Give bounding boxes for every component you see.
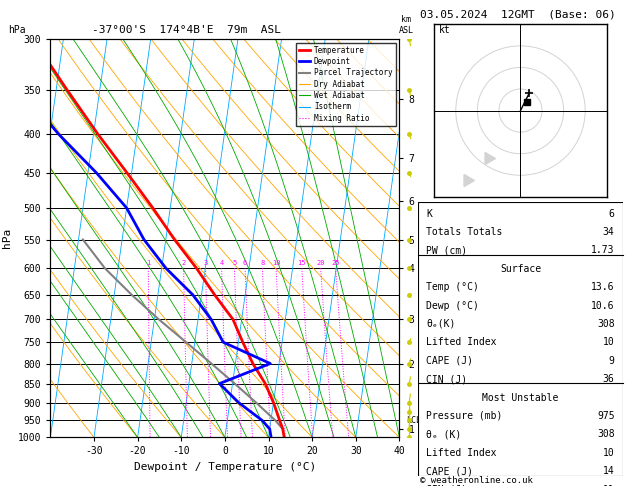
Text: 1: 1 <box>146 260 150 265</box>
Text: © weatheronline.co.uk: © weatheronline.co.uk <box>420 476 533 485</box>
Text: 03.05.2024  12GMT  (Base: 06): 03.05.2024 12GMT (Base: 06) <box>420 9 616 19</box>
Text: θₑ (K): θₑ (K) <box>426 429 462 439</box>
Text: Lifted Index: Lifted Index <box>426 337 497 347</box>
Text: hPa: hPa <box>8 25 26 35</box>
Text: CIN (J): CIN (J) <box>426 485 467 486</box>
Text: km
ASL: km ASL <box>399 16 414 35</box>
Text: 25: 25 <box>331 260 340 265</box>
Text: 2: 2 <box>182 260 186 265</box>
Text: 34: 34 <box>603 227 615 237</box>
Text: Temp (°C): Temp (°C) <box>426 282 479 292</box>
Text: 36: 36 <box>603 374 615 384</box>
FancyBboxPatch shape <box>418 202 623 476</box>
Text: 1.73: 1.73 <box>591 245 615 255</box>
Text: θₑ(K): θₑ(K) <box>426 319 456 329</box>
Text: -37°00'S  174°4B'E  79m  ASL: -37°00'S 174°4B'E 79m ASL <box>92 25 281 35</box>
Text: CAPE (J): CAPE (J) <box>426 356 474 366</box>
Text: 15: 15 <box>298 260 306 265</box>
Text: 3: 3 <box>203 260 208 265</box>
Text: 6: 6 <box>243 260 247 265</box>
Text: 308: 308 <box>597 319 615 329</box>
Text: 13.6: 13.6 <box>591 282 615 292</box>
Text: 10.6: 10.6 <box>591 300 615 311</box>
Text: CIN (J): CIN (J) <box>426 374 467 384</box>
X-axis label: Dewpoint / Temperature (°C): Dewpoint / Temperature (°C) <box>134 462 316 472</box>
Text: Dewp (°C): Dewp (°C) <box>426 300 479 311</box>
Text: 5: 5 <box>232 260 237 265</box>
Text: Totals Totals: Totals Totals <box>426 227 503 237</box>
Text: 11: 11 <box>603 485 615 486</box>
Text: 8: 8 <box>260 260 264 265</box>
Text: 975: 975 <box>597 411 615 421</box>
Text: 20: 20 <box>316 260 325 265</box>
Text: 10: 10 <box>603 448 615 458</box>
Y-axis label: hPa: hPa <box>3 228 12 248</box>
Text: LCL: LCL <box>406 416 421 425</box>
Text: 10: 10 <box>603 337 615 347</box>
Text: 9: 9 <box>609 356 615 366</box>
Text: Most Unstable: Most Unstable <box>482 393 559 402</box>
Text: Lifted Index: Lifted Index <box>426 448 497 458</box>
Text: Surface: Surface <box>500 264 541 274</box>
Text: 14: 14 <box>603 466 615 476</box>
Text: Pressure (mb): Pressure (mb) <box>426 411 503 421</box>
Legend: Temperature, Dewpoint, Parcel Trajectory, Dry Adiabat, Wet Adiabat, Isotherm, Mi: Temperature, Dewpoint, Parcel Trajectory… <box>296 43 396 125</box>
Text: kt: kt <box>438 25 450 35</box>
Text: 10: 10 <box>272 260 280 265</box>
Text: K: K <box>426 208 432 219</box>
Text: 4: 4 <box>220 260 224 265</box>
Text: 308: 308 <box>597 429 615 439</box>
Text: PW (cm): PW (cm) <box>426 245 467 255</box>
Text: 6: 6 <box>609 208 615 219</box>
Text: CAPE (J): CAPE (J) <box>426 466 474 476</box>
